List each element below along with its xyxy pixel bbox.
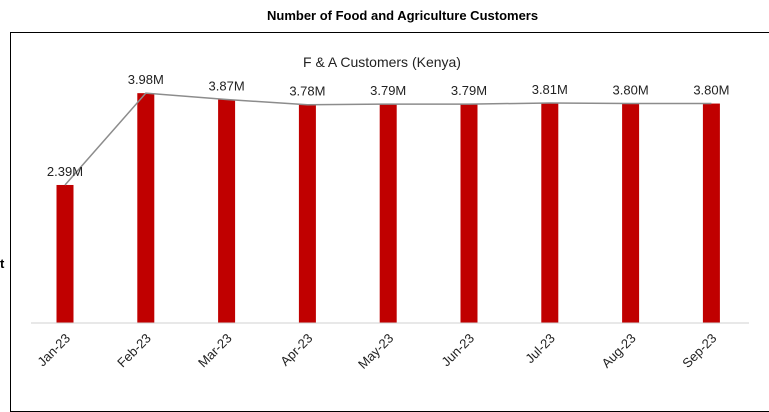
left-text-fragment: t — [0, 256, 5, 271]
bar-apr-23 — [298, 104, 316, 323]
x-tick-mar-23: Mar-23 — [195, 331, 235, 371]
bar-jul-23 — [541, 102, 559, 323]
data-label-jul-23: 3.81M — [532, 82, 568, 97]
x-tick-labels-group: Jan-23 Feb-23 Mar-23 Apr-23 May-23 Jun-23 Jul-… — [34, 331, 719, 372]
trend-line — [64, 92, 712, 186]
data-label-jun-23: 3.79M — [451, 83, 487, 98]
data-label-apr-23: 3.78M — [289, 84, 325, 99]
data-label-sep-23: 3.80M — [693, 83, 729, 98]
bar-feb-23 — [137, 93, 155, 323]
data-label-feb-23: 3.98M — [128, 72, 164, 87]
bar-jun-23 — [460, 104, 478, 323]
x-tick-jan-23: Jan-23 — [34, 331, 73, 370]
data-label-aug-23: 3.80M — [613, 83, 649, 98]
chart-title: F & A Customers (Kenya) — [303, 54, 461, 70]
bar-aug-23 — [622, 103, 640, 323]
bar-mar-23 — [218, 99, 236, 323]
x-tick-jun-23: Jun-23 — [438, 331, 477, 370]
x-tick-jul-23: Jul-23 — [522, 331, 558, 367]
bar-sep-23 — [702, 103, 720, 323]
bar-chart: F & A Customers (Kenya) 2.39M 3.98M 3.87M 3… — [31, 54, 749, 372]
page-title: Number of Food and Agriculture Customers — [267, 8, 539, 23]
x-tick-may-23: May-23 — [355, 331, 396, 372]
x-tick-sep-23: Sep-23 — [679, 331, 719, 371]
data-label-jan-23: 2.39M — [47, 164, 83, 179]
bar-jan-23 — [56, 184, 74, 323]
bar-may-23 — [379, 104, 397, 323]
data-label-mar-23: 3.87M — [209, 79, 245, 94]
data-label-may-23: 3.79M — [370, 83, 406, 98]
bars-group — [56, 93, 720, 323]
x-tick-apr-23: Apr-23 — [277, 331, 315, 369]
x-tick-aug-23: Aug-23 — [598, 331, 638, 371]
x-tick-feb-23: Feb-23 — [114, 331, 154, 371]
chart-container: F & A Customers (Kenya) 2.39M 3.98M 3.87M 3… — [10, 32, 769, 412]
data-labels-group: 2.39M 3.98M 3.87M 3.78M 3.79M 3.79M 3.81M 3.80M… — [47, 72, 730, 179]
